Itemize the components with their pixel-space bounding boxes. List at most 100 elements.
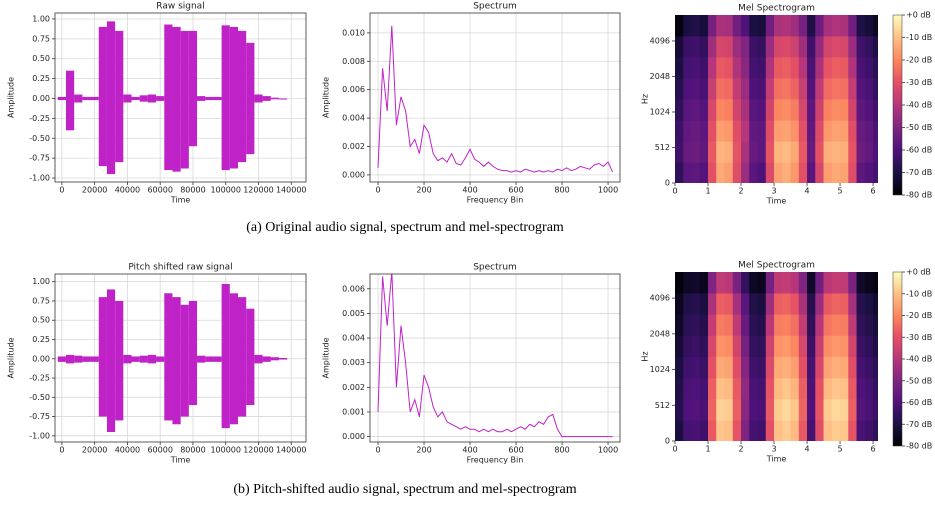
spectrogram-cell bbox=[782, 162, 791, 183]
spectrogram-cell bbox=[699, 314, 709, 336]
spectrogram-cell bbox=[856, 35, 866, 58]
x-tick-label: 200 bbox=[416, 446, 431, 455]
spectrogram-cell bbox=[831, 356, 841, 379]
spectrogram-cell bbox=[840, 56, 849, 79]
waveform-envelope bbox=[213, 356, 222, 362]
spectrogram-cell bbox=[741, 272, 750, 294]
spectrogram-cell bbox=[675, 35, 684, 58]
colorbar-tick-label: -80 dB bbox=[906, 442, 932, 451]
spectrogram-cell bbox=[749, 356, 758, 379]
spectrogram-cell bbox=[732, 398, 742, 421]
spectrogram-cell bbox=[790, 420, 800, 441]
y-tick-label: 1024 bbox=[650, 365, 670, 374]
spectrogram-cell bbox=[749, 420, 758, 441]
spectrogram-cell bbox=[856, 56, 866, 79]
spectrogram-cell bbox=[798, 398, 808, 421]
y-axis-label: Hz bbox=[641, 94, 650, 104]
spectrogram-cell bbox=[732, 356, 742, 379]
spectrogram-cell bbox=[765, 272, 775, 294]
spectrogram-cell bbox=[708, 272, 717, 294]
spectrogram-cell bbox=[831, 420, 841, 441]
spectrogram-cell bbox=[774, 162, 783, 183]
spectrogram-cell bbox=[732, 272, 742, 294]
spectrogram-cell bbox=[807, 77, 816, 100]
spectrogram-cell bbox=[774, 15, 783, 37]
spectrogram-cell bbox=[675, 77, 684, 100]
y-tick-label: 0.000 bbox=[342, 432, 365, 441]
spectrogram-cell bbox=[856, 314, 866, 336]
x-axis-label: Time bbox=[170, 196, 191, 205]
spectrogram-cell bbox=[848, 335, 857, 357]
chart-title: Mel Spectrogram bbox=[738, 261, 815, 271]
x-tick-label: 2 bbox=[738, 187, 743, 196]
x-tick-label: 3 bbox=[771, 187, 776, 196]
spectrogram-cell bbox=[807, 314, 816, 336]
waveform-envelope bbox=[82, 356, 91, 362]
spectrogram-cell bbox=[691, 293, 701, 315]
x-tick-label: 400 bbox=[462, 446, 477, 455]
spectrogram-cell bbox=[774, 314, 783, 336]
spectrogram-cell bbox=[823, 420, 833, 441]
spectrogram-cell bbox=[782, 77, 791, 100]
waveform-envelope bbox=[262, 96, 271, 101]
spectrogram-cell bbox=[749, 314, 758, 336]
spectrogram-cell bbox=[774, 293, 783, 315]
waveform-envelope bbox=[221, 25, 230, 171]
spectrogram-cell bbox=[848, 98, 857, 121]
waveform-envelope bbox=[164, 24, 173, 171]
spectrogram-cell bbox=[716, 56, 725, 79]
colorbar-tick-label: +0 dB bbox=[906, 268, 931, 277]
spectrogram-cell bbox=[840, 272, 849, 294]
spectrogram-cell bbox=[864, 98, 874, 121]
waveform-envelope bbox=[123, 94, 132, 103]
x-tick-label: 4 bbox=[804, 187, 809, 196]
spectrogram-cell bbox=[691, 314, 701, 336]
spectrogram-cell bbox=[699, 272, 709, 294]
spectrogram-cell bbox=[798, 98, 808, 121]
spectrogram-cell bbox=[699, 293, 709, 315]
spectrogram-cell bbox=[774, 335, 783, 357]
spectrogram-cell bbox=[831, 162, 841, 183]
spectrogram-cell bbox=[757, 162, 767, 183]
spectrogram-cell bbox=[765, 141, 775, 163]
waveform-envelope bbox=[90, 356, 99, 362]
marks bbox=[377, 25, 614, 173]
spectrogram-cell bbox=[807, 356, 816, 379]
waveform-envelope bbox=[254, 94, 263, 103]
y-tick-label: -0.75 bbox=[29, 154, 50, 163]
spectrogram-cell bbox=[732, 56, 742, 79]
spectrogram-cell bbox=[716, 314, 725, 336]
spectrogram-cell bbox=[798, 272, 808, 294]
y-tick-label: 0.002 bbox=[342, 383, 365, 392]
spectrogram-cell bbox=[708, 356, 717, 379]
colorbar-tick-label: -40 dB bbox=[906, 101, 932, 110]
waveform-envelope bbox=[106, 21, 116, 175]
spectrogram-cell bbox=[691, 356, 701, 379]
y-tick-label: -0.25 bbox=[29, 374, 50, 383]
spectrogram-cell bbox=[675, 420, 684, 441]
waveform-envelope bbox=[205, 96, 214, 101]
x-tick-label: 6 bbox=[871, 445, 876, 454]
spectrogram-cell bbox=[765, 98, 775, 121]
spectrogram-cell bbox=[724, 56, 734, 79]
colorbar-tick-label: -50 dB bbox=[906, 123, 932, 132]
spectrogram-cell bbox=[848, 56, 857, 79]
spectrogram-cell bbox=[741, 120, 750, 142]
spectrogram-cell bbox=[873, 56, 878, 79]
spectrogram-cell bbox=[749, 98, 758, 121]
x-tick-label: 100000 bbox=[210, 446, 241, 455]
colorbar-tick-label: +0 dB bbox=[906, 11, 931, 20]
spectrogram-cell bbox=[807, 377, 816, 400]
spectrogram-cell bbox=[815, 35, 824, 58]
spectrogram-cell bbox=[856, 77, 866, 100]
spectrogram-cell bbox=[749, 77, 758, 100]
spectrogram-cell bbox=[699, 56, 709, 79]
spectrogram-cell bbox=[683, 398, 692, 421]
spectrogram-cell bbox=[815, 56, 824, 79]
spectrogram-cell bbox=[831, 398, 841, 421]
spectrogram-cell bbox=[823, 335, 833, 357]
spectrogram-cell bbox=[790, 335, 800, 357]
spectrogram-cell bbox=[782, 35, 791, 58]
spectrogram-cell bbox=[716, 141, 725, 163]
spectrogram-cell bbox=[840, 377, 849, 400]
